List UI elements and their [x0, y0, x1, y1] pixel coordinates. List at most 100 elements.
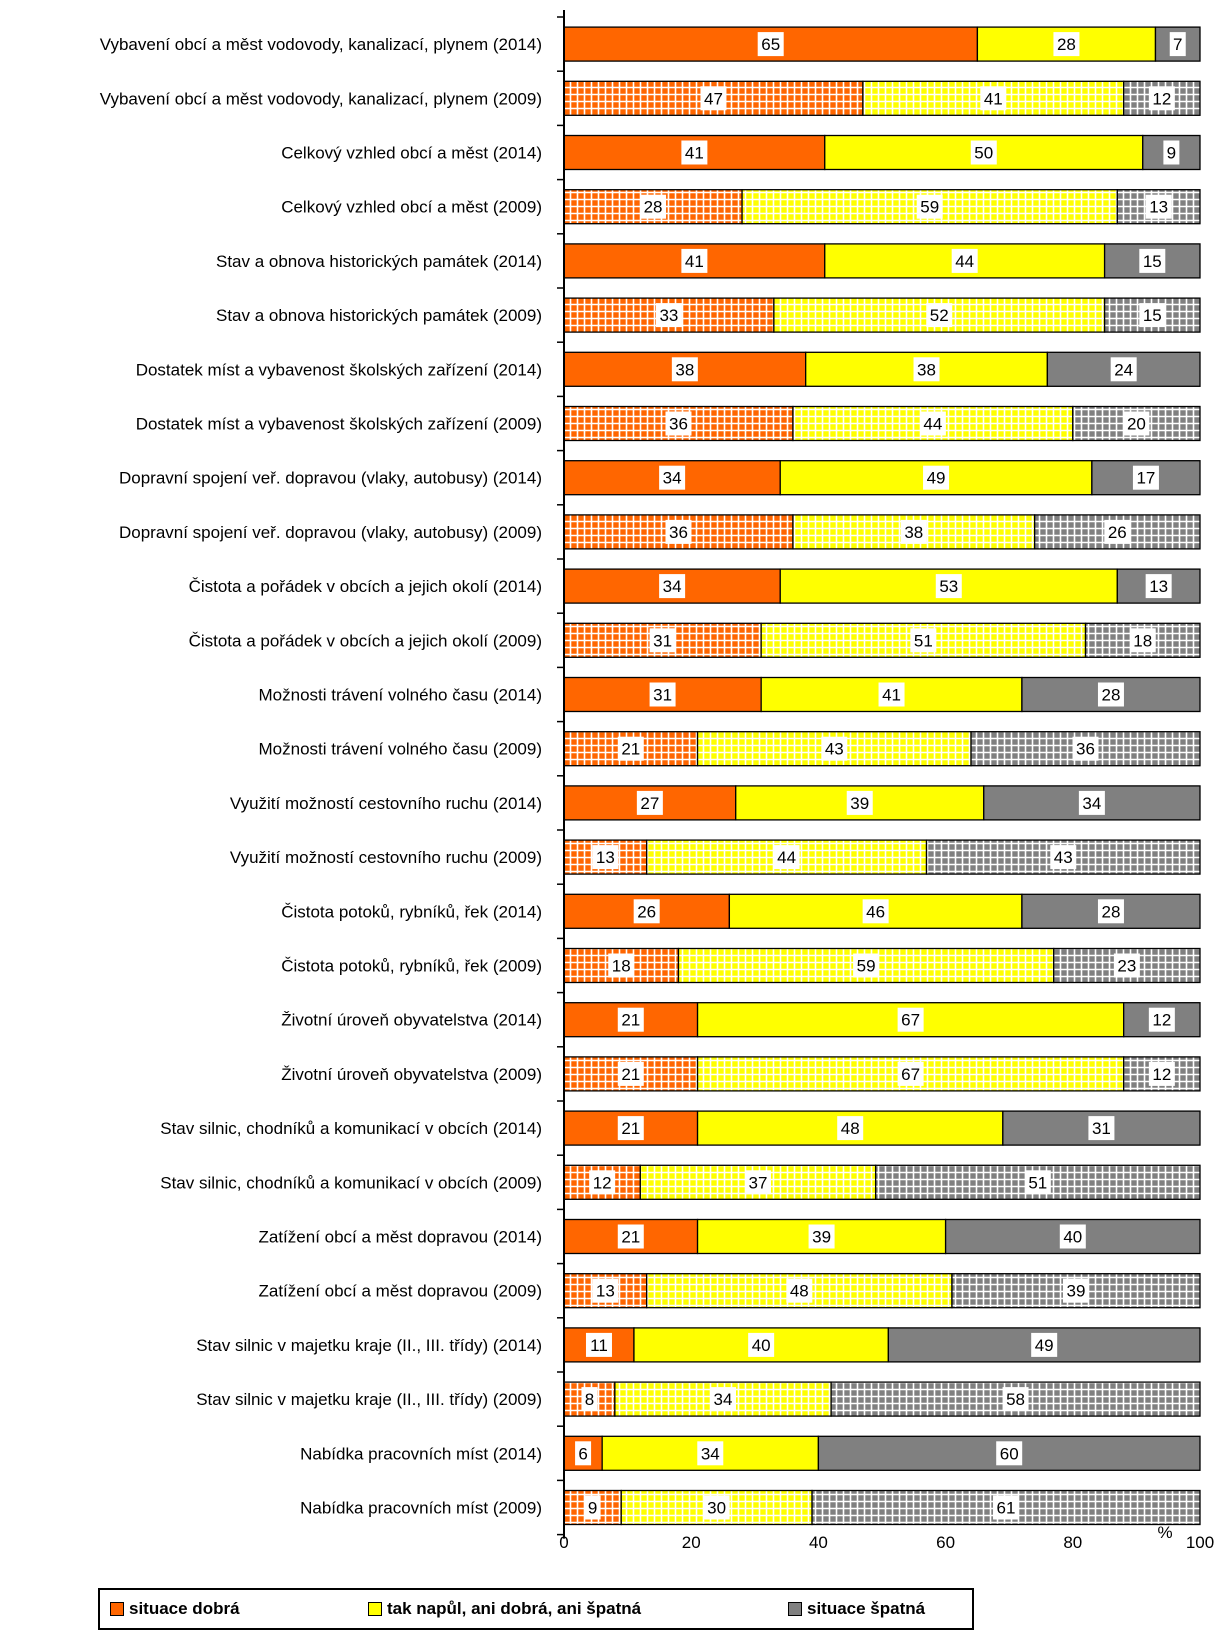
data-label: 44 — [777, 848, 796, 867]
data-label-bg — [649, 628, 676, 653]
data-label: 21 — [621, 740, 640, 759]
data-label: 47 — [704, 89, 723, 108]
data-label-bg — [1169, 32, 1186, 57]
data-label: 21 — [621, 1119, 640, 1138]
data-label: 28 — [1101, 902, 1120, 921]
data-label-bg — [919, 411, 946, 436]
data-label-bg — [608, 953, 635, 978]
data-label: 59 — [857, 957, 876, 976]
data-label: 15 — [1143, 252, 1162, 271]
category-label: Využití možností cestovního ruchu (2014) — [230, 794, 542, 813]
legend-label: situace dobrá — [129, 1599, 240, 1618]
data-label-bg — [617, 1224, 644, 1249]
data-label-bg — [665, 411, 692, 436]
data-label-bg — [700, 86, 727, 111]
data-label-bg — [665, 519, 692, 544]
data-label-bg — [1078, 790, 1105, 815]
data-label-bg — [837, 1116, 864, 1141]
data-label: 34 — [663, 577, 682, 596]
data-label-bg — [1145, 574, 1172, 599]
data-label-bg — [748, 1332, 775, 1357]
data-label-bg — [1072, 736, 1099, 761]
data-label-bg — [773, 845, 800, 870]
data-label-bg — [786, 1278, 813, 1303]
data-label: 34 — [701, 1444, 720, 1463]
data-label-bg — [1097, 682, 1124, 707]
data-label-bg — [980, 86, 1007, 111]
data-label: 65 — [761, 35, 780, 54]
data-label: 30 — [707, 1499, 726, 1518]
data-label: 13 — [596, 848, 615, 867]
data-label: 37 — [749, 1173, 768, 1192]
data-label: 39 — [812, 1228, 831, 1247]
data-label-bg — [808, 1224, 835, 1249]
data-label-bg — [926, 303, 953, 328]
data-label-bg — [589, 1170, 616, 1195]
data-label-bg — [862, 899, 889, 924]
data-label: 36 — [669, 523, 688, 542]
category-label: Vybavení obcí a měst vodovody, kanalizac… — [100, 35, 542, 54]
data-label: 31 — [1092, 1119, 1111, 1138]
data-label: 9 — [1167, 144, 1176, 163]
stacked-bar-chart: Vybavení obcí a měst vodovody, kanalizac… — [100, 10, 1214, 1552]
data-label-bg — [1123, 411, 1150, 436]
data-label-bg — [897, 1007, 924, 1032]
data-label-bg — [671, 357, 698, 382]
data-label: 44 — [955, 252, 974, 271]
data-label: 21 — [621, 1228, 640, 1247]
data-label-bg — [575, 1441, 592, 1466]
data-label-bg — [897, 1061, 924, 1086]
data-label: 40 — [752, 1336, 771, 1355]
data-label-bg — [1059, 1224, 1086, 1249]
legend-item-neutral: tak napůl, ani dobrá, ani špatná — [368, 1599, 641, 1619]
data-label-bg — [935, 574, 962, 599]
category-label: Stav silnic v majetku kraje (II., III. t… — [196, 1390, 542, 1409]
data-label-bg — [581, 1387, 598, 1412]
data-label-bg — [1097, 899, 1124, 924]
x-tick-label: 20 — [682, 1533, 701, 1552]
data-label: 24 — [1114, 360, 1133, 379]
data-label: 49 — [1035, 1336, 1054, 1355]
data-label: 51 — [914, 631, 933, 650]
category-label: Celkový vzhled obcí a měst (2009) — [281, 198, 542, 217]
data-label: 20 — [1127, 415, 1146, 434]
data-label-bg — [1148, 1007, 1175, 1032]
legend-item-bad: situace špatná — [788, 1599, 925, 1619]
legend-swatch — [788, 1602, 802, 1616]
data-label-bg — [1148, 1061, 1175, 1086]
data-label: 39 — [850, 794, 869, 813]
data-label: 41 — [685, 252, 704, 271]
data-label: 41 — [882, 686, 901, 705]
data-label: 18 — [1133, 631, 1152, 650]
data-label-bg — [1139, 248, 1166, 273]
data-label: 6 — [578, 1444, 587, 1463]
data-label: 39 — [1067, 1282, 1086, 1301]
data-label: 61 — [997, 1499, 1016, 1518]
data-label: 12 — [1152, 1011, 1171, 1030]
data-label-bg — [910, 628, 937, 653]
category-label: Zatížení obcí a měst dopravou (2014) — [259, 1228, 543, 1247]
data-label: 23 — [1117, 957, 1136, 976]
category-label: Čistota a pořádek v obcích a jejich okol… — [189, 577, 542, 596]
data-label-bg — [1031, 1332, 1058, 1357]
data-label: 46 — [866, 902, 885, 921]
data-label: 67 — [901, 1065, 920, 1084]
data-label-bg — [916, 194, 943, 219]
x-tick-label: 60 — [936, 1533, 955, 1552]
data-label: 44 — [923, 415, 942, 434]
data-label-bg — [697, 1441, 724, 1466]
data-label: 33 — [659, 306, 678, 325]
data-label-bg — [853, 953, 880, 978]
data-label: 43 — [1054, 848, 1073, 867]
category-label: Stav silnic, chodníků a komunikací v obc… — [160, 1119, 542, 1138]
data-label: 34 — [1082, 794, 1101, 813]
data-label: 28 — [1101, 686, 1120, 705]
legend-swatch — [368, 1602, 382, 1616]
data-label-bg — [636, 790, 663, 815]
data-label-bg — [681, 248, 708, 273]
x-tick-label: 0 — [559, 1533, 568, 1552]
data-label-bg — [1132, 465, 1159, 490]
data-label-bg — [617, 1116, 644, 1141]
data-label: 27 — [640, 794, 659, 813]
data-label-bg — [821, 736, 848, 761]
